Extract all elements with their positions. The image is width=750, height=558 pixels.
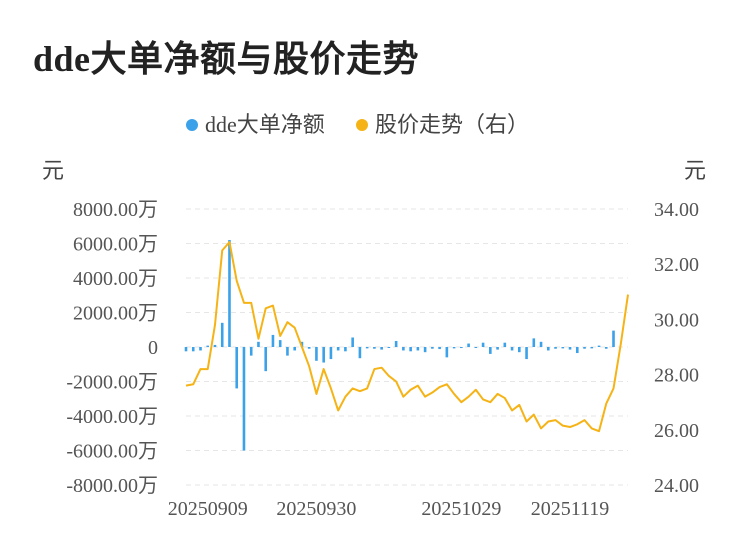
right-tick-label: 32.00 xyxy=(654,254,699,276)
dde-bar xyxy=(322,347,325,363)
dde-bar xyxy=(271,334,275,347)
left-tick-label: 4000.00万 xyxy=(73,268,158,290)
dde-bar xyxy=(452,347,456,349)
left-tick-label: 2000.00万 xyxy=(73,303,158,325)
dde-bar xyxy=(293,347,296,351)
dde-bar xyxy=(380,347,383,350)
dde-bar xyxy=(402,347,405,351)
dde-bar xyxy=(604,347,608,349)
dde-bar xyxy=(286,347,289,356)
dde-bar xyxy=(568,347,572,350)
dde-bar xyxy=(220,322,224,347)
dde-bar xyxy=(264,347,268,372)
dde-bar xyxy=(481,342,485,347)
dde-bar xyxy=(199,347,202,351)
left-tick-label: -8000.00万 xyxy=(66,475,158,497)
dde-bar xyxy=(394,340,398,347)
dde-bar xyxy=(525,347,528,360)
dde-bar xyxy=(278,340,282,347)
dde-bar xyxy=(546,347,550,351)
dde-bar xyxy=(554,347,557,349)
dde-bar xyxy=(307,347,311,349)
x-tick-label: 20250930 xyxy=(276,498,356,520)
dde-bar xyxy=(257,341,260,347)
legend-line-swatch xyxy=(356,119,368,131)
right-unit-label: 元 xyxy=(684,158,706,183)
dde-bar xyxy=(184,347,188,352)
dde-bar xyxy=(329,347,333,360)
right-tick-label: 24.00 xyxy=(654,475,699,497)
dde-bar xyxy=(336,347,340,351)
dde-bar xyxy=(213,344,217,347)
dde-bar xyxy=(561,347,565,349)
dde-bar xyxy=(358,347,362,359)
left-unit-label: 元 xyxy=(42,158,64,183)
left-tick-label: 0 xyxy=(148,337,158,359)
right-tick-label: 30.00 xyxy=(654,309,699,331)
dde-bar xyxy=(496,347,499,350)
dde-bar xyxy=(590,347,594,349)
dde-bar xyxy=(597,345,601,347)
dde-bar xyxy=(235,347,239,389)
x-axis: 20250909 20250930 20251029 20251119 xyxy=(168,498,610,520)
right-tick-label: 34.00 xyxy=(654,199,699,221)
left-tick-label: -6000.00万 xyxy=(66,441,158,463)
dde-bar xyxy=(467,343,470,347)
dde-bar xyxy=(532,338,536,347)
legend-line-label: 股价走势（右） xyxy=(375,112,529,137)
legend-bar-label: dde大单净额 xyxy=(205,112,325,137)
right-tick-label: 26.00 xyxy=(654,420,699,442)
dde-bar xyxy=(539,341,543,347)
legend-bar-swatch xyxy=(186,119,198,131)
left-tick-label: -4000.00万 xyxy=(66,406,158,428)
dde-bar xyxy=(365,347,369,349)
left-axis: 8000.00万 6000.00万 4000.00万 2000.00万 0 -2000.0… xyxy=(66,199,158,497)
left-tick-label: 6000.00万 xyxy=(73,234,158,256)
dde-bar xyxy=(228,240,231,347)
dde-bar xyxy=(373,347,376,349)
legend[interactable]: dde大单净额 股价走势（右） xyxy=(186,112,529,137)
dde-bar xyxy=(249,347,253,356)
dde-bar xyxy=(416,347,420,351)
chart-title: dde大单净额与股价走势 xyxy=(33,39,420,79)
dde-bar xyxy=(575,347,579,354)
dde-bar xyxy=(423,347,427,353)
dde-bar xyxy=(460,347,463,349)
x-tick-label: 20250909 xyxy=(168,498,248,520)
right-axis: 34.00 32.00 30.00 28.00 26.00 24.00 xyxy=(654,199,699,497)
dde-bar xyxy=(431,347,434,349)
dde-bar xyxy=(583,347,586,349)
dde-bar xyxy=(344,347,347,352)
dde-bar xyxy=(510,347,514,351)
dde-bar xyxy=(242,347,246,451)
line-series xyxy=(185,241,629,433)
price-line xyxy=(185,241,629,433)
dde-bar xyxy=(445,347,449,358)
grid-layer xyxy=(186,208,628,486)
dde-bar xyxy=(191,347,195,352)
dde-bar xyxy=(409,347,412,352)
dde-bar xyxy=(489,347,492,354)
dde-bar xyxy=(206,345,210,347)
dde-bar xyxy=(503,342,507,347)
right-tick-label: 28.00 xyxy=(654,365,699,387)
x-tick-label: 20251029 xyxy=(421,498,501,520)
dde-bar xyxy=(518,347,521,353)
dde-bar xyxy=(474,347,478,348)
dde-bar xyxy=(351,337,354,347)
left-tick-label: -2000.00万 xyxy=(66,372,158,394)
dde-bar xyxy=(387,347,391,348)
x-tick-label: 20251119 xyxy=(531,498,610,520)
dde-bar xyxy=(438,347,441,350)
dde-bar xyxy=(612,330,615,347)
bar-series xyxy=(184,240,615,451)
dde-bar xyxy=(315,347,318,361)
left-tick-label: 8000.00万 xyxy=(73,199,158,221)
